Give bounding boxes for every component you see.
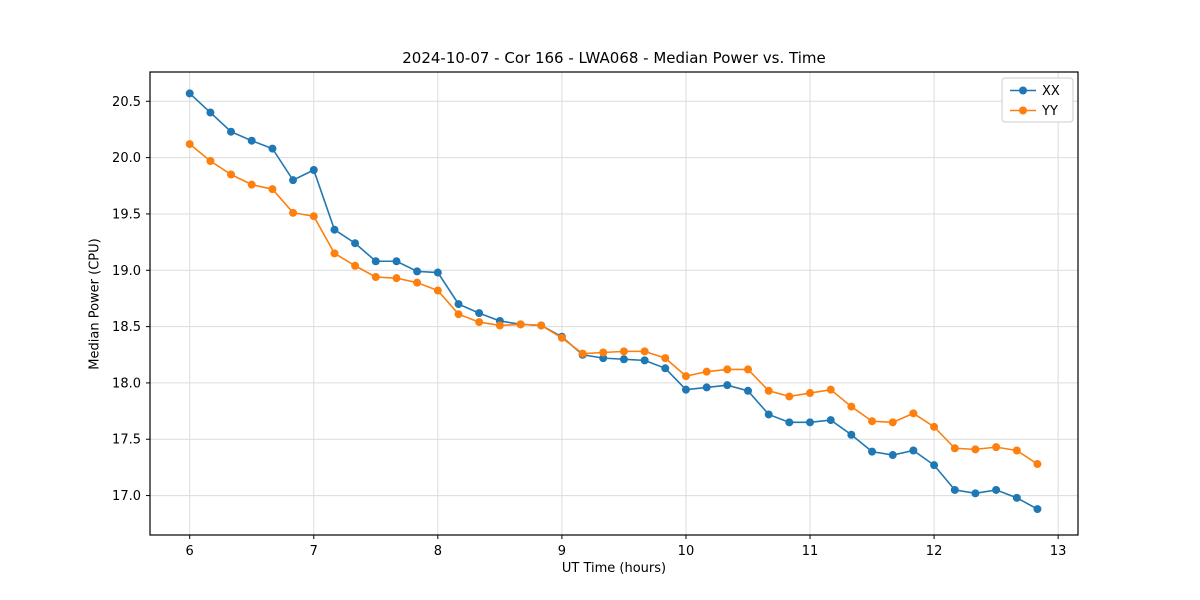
x-axis-label: UT Time (hours) <box>561 561 667 576</box>
svg-text:10: 10 <box>678 544 695 559</box>
tick-labels: 6 7 8 9 10 11 12 13 17.0 17.5 18.0 18.5 19.0 19.5 20.0… <box>112 95 1066 559</box>
series-xx <box>185 89 1042 514</box>
legend: XX YY <box>1001 77 1074 123</box>
axes-box <box>149 71 1079 536</box>
grid-lines <box>150 72 1078 535</box>
svg-text:17.5: 17.5 <box>112 433 141 448</box>
series-yy <box>185 140 1042 469</box>
svg-text:17.0: 17.0 <box>112 489 141 504</box>
svg-text:19.0: 19.0 <box>112 264 141 279</box>
svg-text:9: 9 <box>558 544 566 559</box>
svg-text:18.5: 18.5 <box>112 320 141 335</box>
chart-title: 2024-10-07 - Cor 166 - LWA068 - Median P… <box>402 49 826 67</box>
svg-text:18.0: 18.0 <box>112 376 141 391</box>
svg-text:8: 8 <box>434 544 442 559</box>
svg-text:19.5: 19.5 <box>112 207 141 222</box>
svg-text:20.0: 20.0 <box>112 151 141 166</box>
svg-text:XX: XX <box>1042 84 1060 99</box>
svg-text:13: 13 <box>1050 544 1067 559</box>
svg-text:6: 6 <box>186 544 194 559</box>
svg-text:12: 12 <box>926 544 943 559</box>
svg-text:20.5: 20.5 <box>112 95 141 110</box>
svg-text:7: 7 <box>310 544 318 559</box>
svg-text:YY: YY <box>1041 104 1058 119</box>
svg-text:11: 11 <box>802 544 819 559</box>
